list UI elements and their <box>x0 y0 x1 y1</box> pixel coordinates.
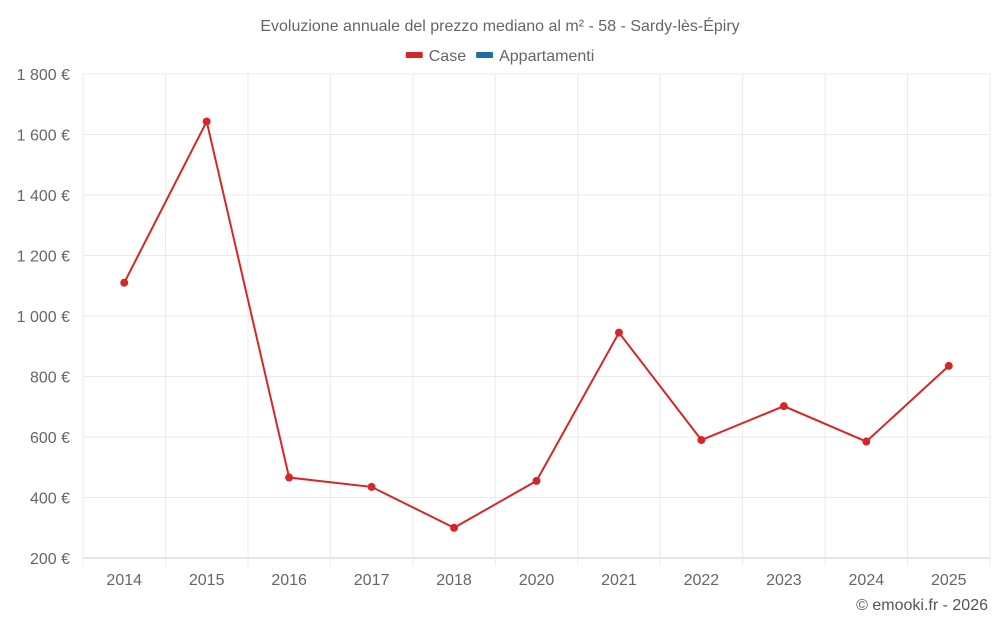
y-axis-ticks: 200 € 400 € 600 € 800 € 1 000 € 1 200 € 1 400 … <box>17 67 70 568</box>
x-tick-label: 2017 <box>354 572 390 589</box>
data-point <box>944 361 953 370</box>
x-tick-label: 2015 <box>189 572 225 589</box>
y-tick-label: 1 800 € <box>17 67 70 84</box>
data-point <box>532 476 541 485</box>
x-tick-label: 2020 <box>519 572 555 589</box>
y-tick-label: 1 400 € <box>17 188 70 205</box>
x-tick-label: 2016 <box>271 572 307 589</box>
y-tick-label: 400 € <box>30 491 70 508</box>
legend-label-appartamenti[interactable]: Appartamenti <box>499 48 594 65</box>
gridlines <box>82 73 991 566</box>
chart-title: Evoluzione annuale del prezzo mediano al… <box>260 16 739 35</box>
y-tick-label: 800 € <box>30 370 70 387</box>
x-tick-label: 2021 <box>601 572 637 589</box>
y-tick-label: 1 200 € <box>17 249 70 266</box>
data-point <box>614 328 623 337</box>
data-point <box>120 278 129 287</box>
y-tick-label: 200 € <box>30 551 70 568</box>
data-point <box>202 117 211 126</box>
data-point <box>862 437 871 446</box>
x-tick-label: 2025 <box>931 572 967 589</box>
legend-swatch-case[interactable] <box>405 52 423 58</box>
data-point <box>450 523 459 532</box>
y-tick-label: 1 000 € <box>17 309 70 326</box>
x-tick-label: 2022 <box>684 572 720 589</box>
y-tick-label: 600 € <box>30 430 70 447</box>
data-point <box>779 402 788 411</box>
x-axis-ticks: 2014 2015 2016 2017 2018 2020 2021 2022 2023 2024… <box>106 572 966 589</box>
x-tick-label: 2018 <box>436 572 472 589</box>
y-tick-label: 1 600 € <box>17 128 70 145</box>
credit-text: © emooki.fr - 2026 <box>856 597 988 614</box>
legend-swatch-appartamenti[interactable] <box>476 52 494 58</box>
x-tick-label: 2023 <box>766 572 802 589</box>
legend-label-case[interactable]: Case <box>429 48 466 65</box>
x-tick-label: 2024 <box>849 572 885 589</box>
legend: Case Appartamenti <box>405 48 594 65</box>
series-layer <box>120 117 953 532</box>
data-point <box>367 482 376 491</box>
x-tick-label: 2014 <box>106 572 142 589</box>
data-point <box>697 436 706 445</box>
data-point <box>285 473 294 482</box>
